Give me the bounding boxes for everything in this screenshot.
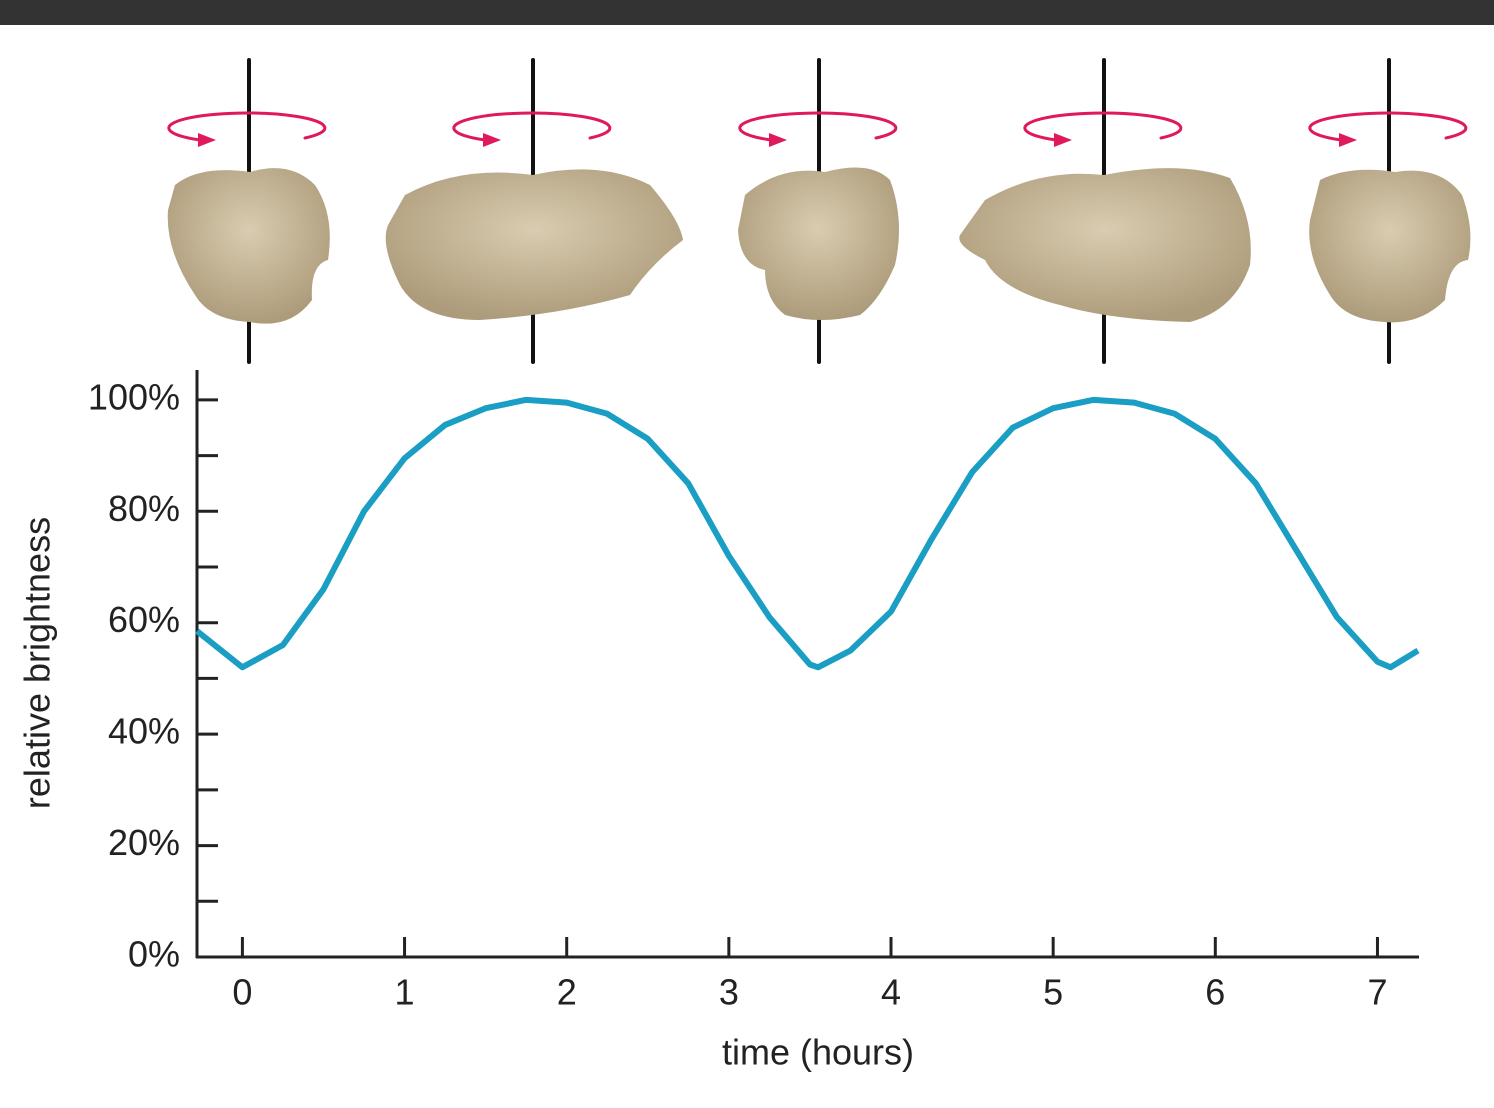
y-tick-label: 100% <box>88 376 180 417</box>
x-tick-label: 4 <box>881 972 901 1013</box>
x-tick-label: 0 <box>232 972 252 1013</box>
y-tick-label: 40% <box>108 711 180 752</box>
x-axis-title: time (hours) <box>722 1032 914 1073</box>
top-bar <box>0 0 1494 25</box>
line-series <box>195 396 1420 671</box>
x-tick-label: 7 <box>1367 972 1387 1013</box>
y-tick-label: 0% <box>128 934 180 975</box>
asteroid <box>167 58 330 364</box>
asteroid-illustrations <box>167 58 1471 364</box>
y-axis-title: relative brightness <box>17 517 58 809</box>
y-tick-label: 80% <box>108 488 180 529</box>
x-tick-label: 3 <box>719 972 739 1013</box>
x-tick-label: 1 <box>395 972 415 1013</box>
asteroid <box>738 58 899 364</box>
x-tick-label: 2 <box>557 972 577 1013</box>
x-tick-label: 6 <box>1205 972 1225 1013</box>
y-tick-label: 60% <box>108 599 180 640</box>
asteroid <box>959 58 1251 364</box>
y-tick-label: 20% <box>108 822 180 863</box>
asteroid <box>1308 58 1471 364</box>
asteroid <box>385 58 683 364</box>
x-tick-label: 5 <box>1043 972 1063 1013</box>
